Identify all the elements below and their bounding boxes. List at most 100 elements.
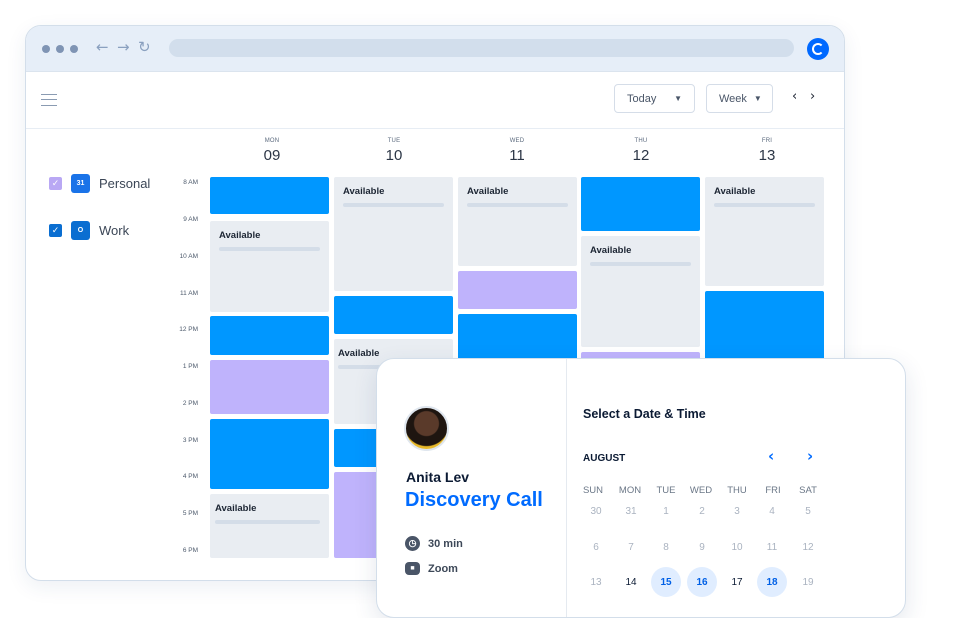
calendar-label: Work <box>99 223 130 238</box>
calendar-toggle-work[interactable]: ✓ O Work <box>49 221 129 240</box>
date-cell: 19 <box>802 576 814 588</box>
menu-icon[interactable] <box>41 94 57 106</box>
date-cell: 7 <box>628 541 634 553</box>
calendar-toolbar: Today ▼ Week ▼ ‹ › <box>26 72 844 129</box>
day-number: 13 <box>758 147 776 164</box>
time-label: 5 PM <box>182 510 198 517</box>
checkbox[interactable]: ✓ <box>49 177 62 190</box>
time-label: 8 AM <box>183 179 198 186</box>
time-label: 10 AM <box>179 253 198 260</box>
busy-event[interactable] <box>210 419 329 489</box>
weekday-label: TUE <box>656 485 676 496</box>
date-cell: 31 <box>625 505 637 517</box>
placeholder-bar <box>219 247 320 251</box>
busy-event[interactable] <box>210 316 329 355</box>
date-cell[interactable]: 14 <box>625 576 637 588</box>
available-slot[interactable]: Available <box>581 236 700 347</box>
reload-icon[interactable]: ↻ <box>138 38 151 56</box>
placeholder-bar <box>343 203 444 207</box>
available-label: Available <box>590 245 632 256</box>
placeholder-bar <box>215 520 320 524</box>
day-header-tue: TUE 10 <box>334 138 454 164</box>
prev-month-button[interactable]: ‹ <box>768 447 775 465</box>
available-date-button[interactable]: 16 <box>687 567 717 597</box>
day-of-week: MON <box>264 138 280 144</box>
outlook-icon: O <box>71 221 90 240</box>
location-text: Zoom <box>428 562 458 575</box>
time-label: 9 AM <box>183 216 198 223</box>
day-header-wed: WED 11 <box>457 138 577 164</box>
weekday-label: SAT <box>799 485 817 496</box>
date-cell: 8 <box>663 541 669 553</box>
date-cell: 2 <box>699 505 705 517</box>
busy-event[interactable] <box>705 291 824 371</box>
time-label: 2 PM <box>182 400 198 407</box>
card-divider <box>566 359 567 617</box>
today-dropdown[interactable]: Today ▼ <box>614 84 695 113</box>
busy-event[interactable] <box>581 177 700 231</box>
calendar-label: Personal <box>99 176 151 191</box>
personal-event[interactable] <box>210 360 329 414</box>
caret-down-icon: ▼ <box>753 94 762 103</box>
available-date-button[interactable]: 18 <box>757 567 787 597</box>
calendly-logo-icon[interactable] <box>807 38 829 60</box>
day-of-week: THU <box>634 138 648 144</box>
placeholder-bar <box>590 262 691 266</box>
month-label: AUGUST <box>583 453 626 464</box>
caret-down-icon: ▼ <box>674 94 682 103</box>
available-label: Available <box>219 230 261 241</box>
time-label: 12 PM <box>179 326 198 333</box>
day-header-fri: FRI 13 <box>707 138 827 164</box>
available-slot[interactable]: Available <box>705 177 824 286</box>
available-label: Available <box>215 503 257 514</box>
weekday-label: SUN <box>582 485 604 496</box>
weekday-label: MON <box>618 485 642 496</box>
busy-event[interactable] <box>334 296 453 334</box>
placeholder-bar <box>714 203 815 207</box>
host-name: Anita Lev <box>406 469 470 485</box>
day-of-week: FRI <box>761 138 773 144</box>
checkbox[interactable]: ✓ <box>49 224 62 237</box>
available-date-button[interactable]: 15 <box>651 567 681 597</box>
available-slot[interactable]: Available <box>210 221 329 312</box>
available-label: Available <box>467 186 509 197</box>
back-arrow-icon[interactable]: ← <box>96 38 109 56</box>
day-header-thu: THU 12 <box>581 138 701 164</box>
today-label: Today <box>627 92 657 105</box>
date-cell: 11 <box>766 541 778 553</box>
week-dropdown[interactable]: Week ▼ <box>706 84 773 113</box>
prev-week-button[interactable]: ‹ <box>792 89 798 104</box>
available-label: Available <box>343 186 385 197</box>
window-dot[interactable] <box>56 45 64 53</box>
time-label: 11 AM <box>180 290 198 297</box>
duration-text: 30 min <box>428 537 463 550</box>
next-month-button[interactable]: › <box>807 447 814 465</box>
date-cell[interactable]: 17 <box>731 576 743 588</box>
address-bar[interactable] <box>169 39 794 57</box>
day-header-mon: MON 09 <box>212 138 332 164</box>
window-dot[interactable] <box>70 45 78 53</box>
available-slot[interactable]: Available <box>458 177 577 266</box>
next-week-button[interactable]: › <box>810 89 816 104</box>
video-camera-icon: ■ <box>405 562 420 575</box>
personal-event[interactable] <box>458 271 577 309</box>
duration-info: ◷ 30 min <box>405 536 463 551</box>
busy-event[interactable] <box>210 177 329 214</box>
day-number: 10 <box>385 147 403 164</box>
weekday-label: WED <box>689 485 713 496</box>
available-slot[interactable]: Available <box>210 494 329 558</box>
date-cell: 1 <box>663 505 669 517</box>
available-slot[interactable]: Available <box>334 177 453 291</box>
date-cell: 9 <box>699 541 705 553</box>
date-cell: 4 <box>769 505 775 517</box>
window-dot[interactable] <box>42 45 50 53</box>
day-number: 12 <box>632 147 650 164</box>
time-label: 3 PM <box>182 437 198 444</box>
location-info: ■ Zoom <box>405 562 458 575</box>
forward-arrow-icon[interactable]: → <box>117 38 130 56</box>
day-of-week: TUE <box>387 138 401 144</box>
event-title: Discovery Call <box>405 489 543 511</box>
calendar-toggle-personal[interactable]: ✓ 31 Personal <box>49 174 150 193</box>
browser-chrome: ← → ↻ <box>26 26 844 72</box>
available-label: Available <box>338 348 380 359</box>
